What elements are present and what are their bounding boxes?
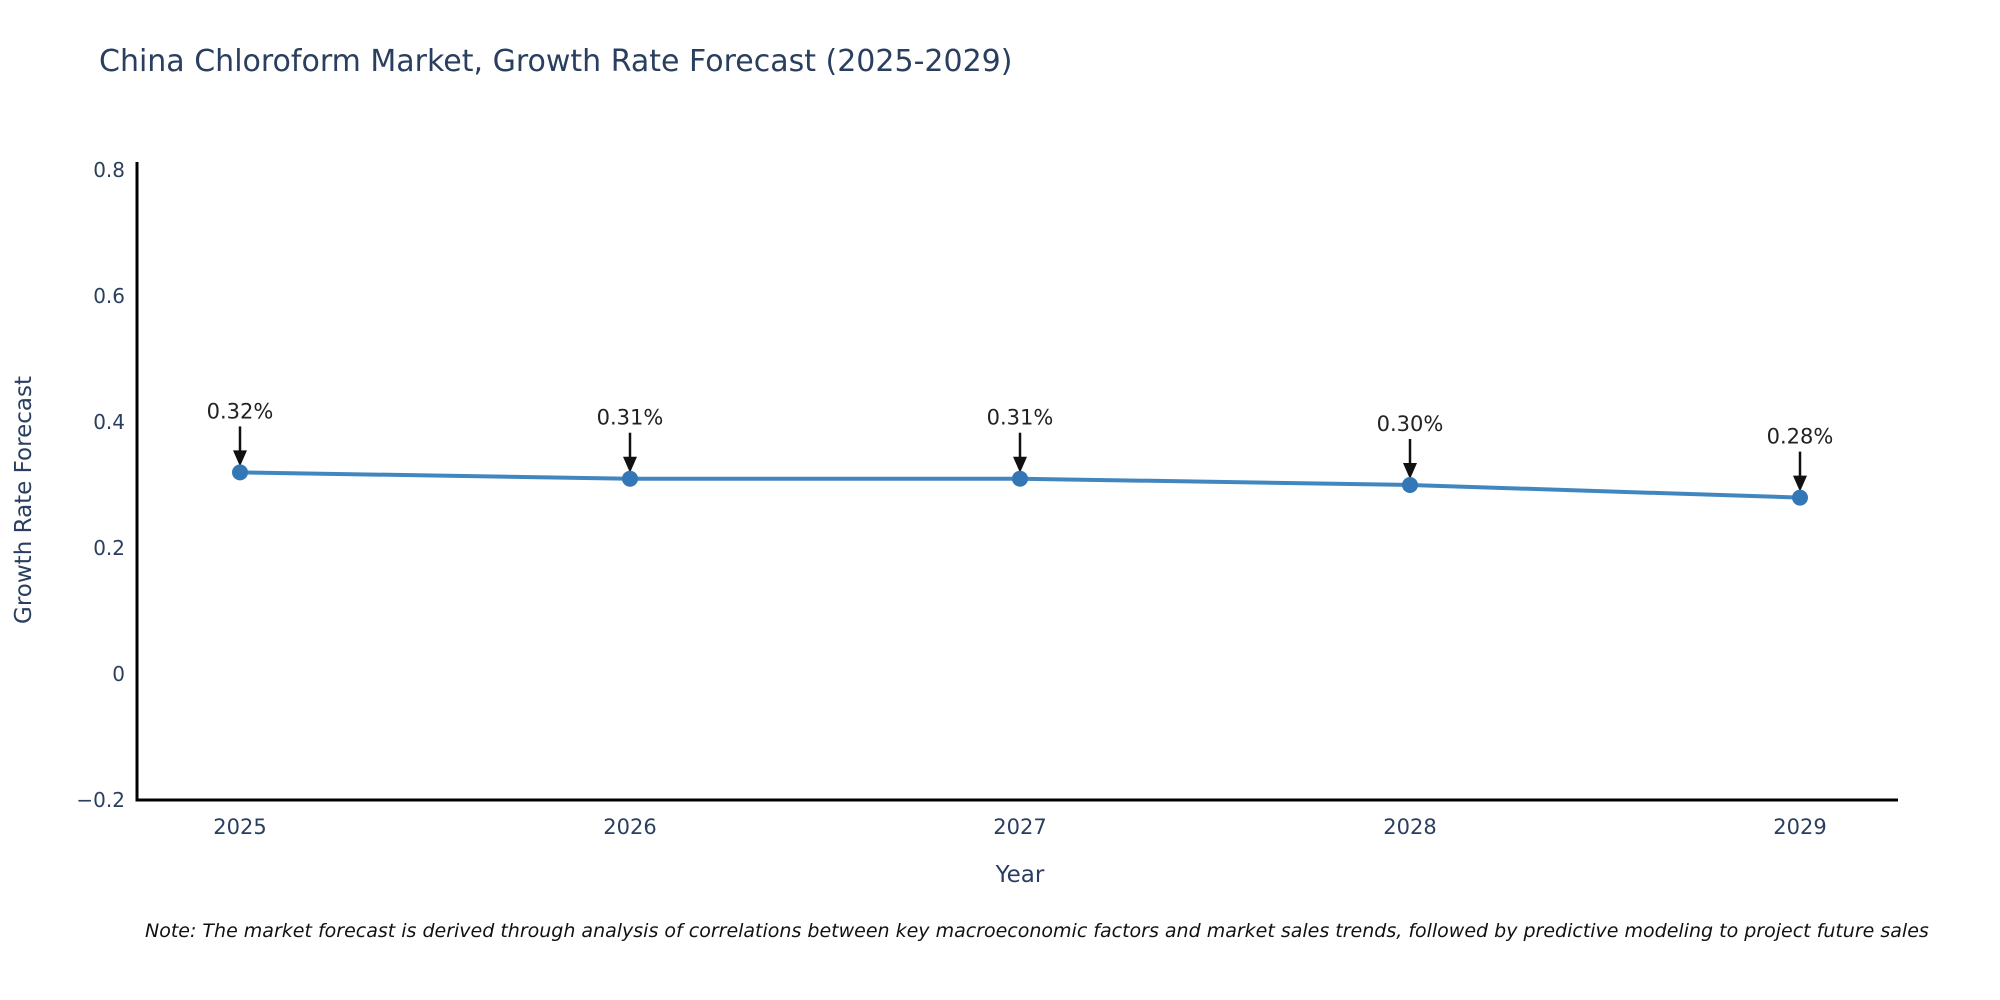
x-tick-label: 2027 xyxy=(993,815,1046,839)
x-tick-label: 2026 xyxy=(603,815,656,839)
x-tick-label: 2025 xyxy=(213,815,266,839)
point-label: 0.31% xyxy=(987,406,1054,430)
y-axis-title: Growth Rate Forecast xyxy=(11,376,37,624)
data-point-marker[interactable] xyxy=(232,464,248,481)
y-tick-label: 0 xyxy=(112,662,125,686)
y-tick-label: 0.4 xyxy=(93,410,125,434)
annotation-arrowhead-icon xyxy=(1403,463,1417,479)
chart-title: China Chloroform Market, Growth Rate For… xyxy=(99,44,1013,79)
annotation-arrowhead-icon xyxy=(1793,475,1807,492)
point-label: 0.32% xyxy=(207,399,274,423)
point-label: 0.30% xyxy=(1377,412,1444,436)
footnote: Note: The market forecast is derived thr… xyxy=(145,920,1929,942)
data-point-marker[interactable] xyxy=(1792,489,1808,506)
y-tick-label: −0.2 xyxy=(76,788,125,812)
annotation-arrowhead-icon xyxy=(1013,456,1027,473)
annotation-arrowhead-icon xyxy=(623,456,637,473)
data-point-marker[interactable] xyxy=(1012,470,1028,487)
x-tick-label: 2029 xyxy=(1773,815,1826,839)
y-tick-label: 0.8 xyxy=(93,158,125,182)
point-label: 0.28% xyxy=(1767,425,1834,449)
point-label: 0.31% xyxy=(597,406,664,430)
y-tick-label: 0.6 xyxy=(93,284,125,308)
y-tick-label: 0.2 xyxy=(93,536,125,560)
data-point-marker[interactable] xyxy=(1402,477,1418,493)
annotation-arrowhead-icon xyxy=(233,450,247,467)
x-axis-title: Year xyxy=(995,862,1045,888)
data-point-marker[interactable] xyxy=(622,470,638,487)
x-tick-label: 2028 xyxy=(1383,815,1436,839)
